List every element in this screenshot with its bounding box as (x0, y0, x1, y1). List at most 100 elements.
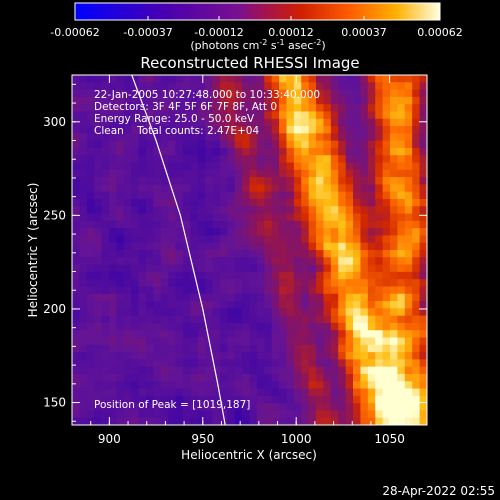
heatmap-cell (123, 89, 132, 98)
heatmap-cell (131, 162, 140, 171)
heatmap-cell (404, 162, 413, 171)
heatmap-cell (279, 162, 288, 171)
peak-position-label: Position of Peak = [1019,187] (94, 399, 250, 411)
heatmap-cell (175, 286, 184, 295)
heatmap-cell (338, 373, 347, 382)
heatmap-cell (131, 184, 140, 193)
heatmap-cell (227, 286, 236, 295)
heatmap-cell (301, 315, 310, 324)
heatmap-cell (279, 381, 288, 390)
heatmap-cell (190, 315, 199, 324)
heatmap-cell (338, 147, 347, 156)
heatmap-cell (205, 301, 214, 309)
heatmap-cell (101, 133, 110, 142)
heatmap-cell (153, 162, 162, 171)
heatmap-cell (375, 75, 384, 83)
heatmap-cell (256, 257, 265, 266)
heatmap-cell (182, 315, 191, 324)
heatmap-cell (397, 344, 406, 353)
heatmap-cell (286, 337, 295, 346)
heatmap-cell (123, 213, 132, 222)
heatmap-cell (330, 366, 339, 375)
heatmap-cell (131, 191, 140, 200)
heatmap-cell (419, 250, 427, 258)
heatmap-cell (79, 308, 88, 317)
heatmap-cell (168, 293, 177, 302)
heatmap-cell (412, 417, 421, 425)
heatmap-cell (367, 257, 376, 266)
heatmap-cell (367, 89, 376, 98)
heatmap-cell (79, 264, 88, 273)
heatmap-cell (293, 220, 302, 229)
heatmap-cell (279, 235, 288, 244)
heatmap-cell (234, 381, 243, 390)
heatmap-cell (234, 373, 243, 382)
heatmap-cell (323, 388, 332, 397)
heatmap-cell (153, 206, 162, 215)
heatmap-cell (168, 169, 177, 178)
heatmap-cell (397, 403, 406, 412)
heatmap-cell (116, 293, 125, 302)
heatmap-cell (382, 315, 391, 324)
heatmap-cell (264, 395, 273, 404)
heatmap-cell (175, 235, 184, 244)
heatmap-cell (227, 366, 236, 375)
heatmap-cell (242, 228, 251, 237)
heatmap-cell (108, 235, 117, 244)
heatmap-cell (286, 373, 295, 382)
heatmap-cell (72, 162, 80, 171)
heatmap-cell (264, 235, 273, 244)
heatmap-cell (219, 104, 228, 113)
heatmap-cell (101, 118, 110, 127)
heatmap-cell (160, 213, 169, 222)
heatmap-cell (264, 75, 273, 83)
heatmap-cell (138, 315, 147, 324)
heatmap-cell (197, 352, 206, 360)
heatmap-cell (123, 337, 132, 346)
heatmap-cell (419, 133, 427, 142)
heatmap-cell (234, 169, 243, 178)
heatmap-cell (116, 264, 125, 273)
heatmap-cell (256, 191, 265, 200)
colorbar-tick-label: 0.00037 (341, 26, 387, 39)
heatmap-cell (205, 169, 214, 178)
heatmap-cell (168, 264, 177, 273)
heatmap-cell (338, 140, 347, 149)
heatmap-cell (234, 242, 243, 251)
heatmap-cell (338, 235, 347, 244)
heatmap-cell (316, 381, 325, 390)
heatmap-cell (338, 271, 347, 280)
heatmap-cell (264, 126, 273, 134)
heatmap-cell (308, 169, 317, 178)
heatmap-cell (256, 271, 265, 280)
heatmap-cell (175, 206, 184, 215)
heatmap-cell (412, 213, 421, 222)
heatmap-cell (397, 337, 406, 346)
heatmap-cell (338, 359, 347, 368)
heatmap-cell (382, 322, 391, 331)
heatmap-cell (293, 330, 302, 339)
heatmap-cell (138, 388, 147, 397)
heatmap-cell (249, 169, 258, 178)
heatmap-cell (404, 330, 413, 339)
heatmap-cell (190, 126, 199, 134)
heatmap-cell (175, 198, 184, 207)
heatmap-cell (404, 118, 413, 127)
heatmap-cell (153, 147, 162, 156)
heatmap-cell (123, 330, 132, 339)
heatmap-cell (345, 301, 354, 309)
heatmap-cell (72, 198, 80, 207)
heatmap-cell (197, 111, 206, 120)
heatmap-cell (72, 89, 80, 98)
heatmap-cell (382, 89, 391, 98)
heatmap-cell (242, 359, 251, 368)
heatmap-cell (286, 184, 295, 193)
heatmap-cell (279, 352, 288, 360)
heatmap-cell (279, 96, 288, 105)
heatmap-cell (123, 264, 132, 273)
heatmap-cell (94, 359, 103, 368)
heatmap-cell (72, 403, 80, 412)
heatmap-cell (212, 140, 221, 149)
heatmap-cell (131, 126, 140, 134)
heatmap-cell (190, 242, 199, 251)
